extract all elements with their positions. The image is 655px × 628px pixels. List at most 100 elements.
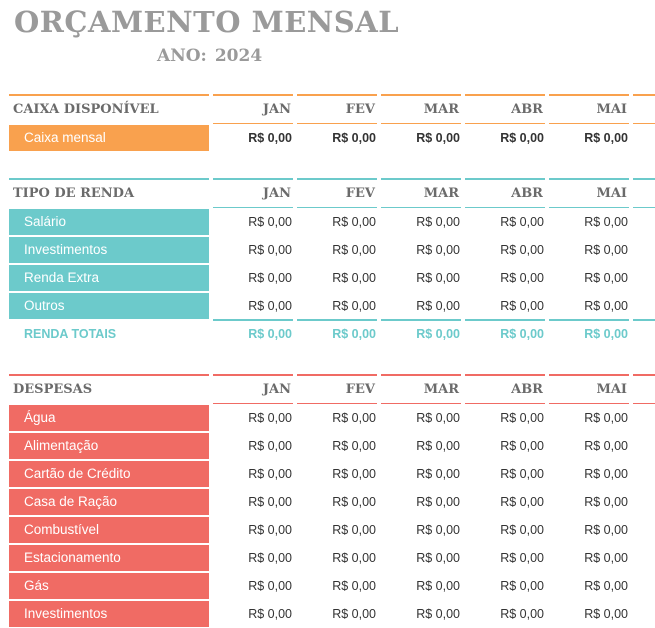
value-cell-fev[interactable]: R$ 0,00: [332, 551, 376, 565]
row-label[interactable]: Combustível: [9, 517, 209, 543]
value-cell-fev[interactable]: R$ 0,00: [332, 271, 376, 285]
value-cell-fev[interactable]: R$ 0,00: [332, 243, 376, 257]
header-underline: [297, 123, 377, 124]
total-rule: [633, 319, 655, 321]
value-cell-mai[interactable]: R$ 0,00: [584, 271, 628, 285]
value-cell-abr[interactable]: R$ 0,00: [500, 579, 544, 593]
value-cell-jan[interactable]: R$ 0,00: [248, 271, 292, 285]
value-cell-mar[interactable]: R$ 0,00: [416, 579, 460, 593]
value-cell-mar[interactable]: R$ 0,00: [416, 551, 460, 565]
value-cell-jan[interactable]: R$ 0,00: [248, 299, 292, 313]
value-cell-jan[interactable]: R$ 0,00: [248, 411, 292, 425]
value-cell-abr[interactable]: R$ 0,00: [500, 131, 544, 145]
value-cell-mai[interactable]: R$ 0,00: [584, 131, 628, 145]
section-top-rule: [213, 94, 293, 96]
value-cell-jan[interactable]: R$ 0,00: [248, 607, 292, 621]
row-label[interactable]: Cartão de Crédito: [9, 461, 209, 487]
value-cell-jan[interactable]: R$ 0,00: [248, 215, 292, 229]
row-label[interactable]: Alimentação: [9, 433, 209, 459]
section-top-rule: [9, 178, 209, 180]
value-cell-jan[interactable]: R$ 0,00: [248, 243, 292, 257]
section-title: TIPO DE RENDA: [13, 186, 135, 201]
row-label[interactable]: Caixa mensal: [9, 125, 209, 151]
row-label[interactable]: Investimentos: [9, 237, 209, 263]
value-cell-abr[interactable]: R$ 0,00: [500, 271, 544, 285]
value-cell-fev[interactable]: R$ 0,00: [332, 131, 376, 145]
section-top-rule: [297, 94, 377, 96]
value-cell-mai[interactable]: R$ 0,00: [584, 411, 628, 425]
value-cell-mai[interactable]: R$ 0,00: [584, 495, 628, 509]
header-underline: [549, 207, 629, 208]
value-cell-jan[interactable]: R$ 0,00: [248, 131, 292, 145]
value-cell-abr[interactable]: R$ 0,00: [500, 299, 544, 313]
value-cell-mar[interactable]: R$ 0,00: [416, 131, 460, 145]
header-underline: [465, 403, 545, 404]
month-header-fev: FEV: [345, 186, 375, 201]
header-underline: [213, 403, 293, 404]
month-header-mar: MAR: [423, 186, 459, 201]
header-row: TIPO DE RENDA JAN FEV MAR ABR MAI: [0, 180, 655, 208]
value-cell-mai[interactable]: R$ 0,00: [584, 467, 628, 481]
value-cell-mai[interactable]: R$ 0,00: [584, 551, 628, 565]
value-cell-mar[interactable]: R$ 0,00: [416, 467, 460, 481]
value-cell-abr[interactable]: R$ 0,00: [500, 215, 544, 229]
total-rule: [381, 319, 461, 321]
row-label[interactable]: Casa de Ração: [9, 489, 209, 515]
value-cell-abr[interactable]: R$ 0,00: [500, 439, 544, 453]
row-label[interactable]: Investimentos: [9, 601, 209, 627]
value-cell-mai[interactable]: R$ 0,00: [584, 299, 628, 313]
table-row: Combustível R$ 0,00 R$ 0,00 R$ 0,00 R$ 0,00 R…: [0, 516, 655, 544]
value-cell-mar[interactable]: R$ 0,00: [416, 495, 460, 509]
value-cell-mai[interactable]: R$ 0,00: [584, 607, 628, 621]
row-label[interactable]: Salário: [9, 209, 209, 235]
value-cell-fev[interactable]: R$ 0,00: [332, 579, 376, 593]
section-caixa-disponivel: CAIXA DISPONÍVEL JAN FEV MAR ABR MAI Caixa men…: [0, 94, 655, 152]
value-cell-mar[interactable]: R$ 0,00: [416, 215, 460, 229]
value-cell-fev[interactable]: R$ 0,00: [332, 495, 376, 509]
value-cell-fev[interactable]: R$ 0,00: [332, 467, 376, 481]
value-cell-jan[interactable]: R$ 0,00: [248, 551, 292, 565]
value-cell-mar[interactable]: R$ 0,00: [416, 523, 460, 537]
value-cell-abr[interactable]: R$ 0,00: [500, 607, 544, 621]
row-label[interactable]: Outros: [9, 293, 209, 319]
value-cell-fev[interactable]: R$ 0,00: [332, 607, 376, 621]
row-label[interactable]: Gás: [9, 573, 209, 599]
table-row: Cartão de Crédito R$ 0,00 R$ 0,00 R$ 0,00 R$…: [0, 460, 655, 488]
value-cell-abr[interactable]: R$ 0,00: [500, 495, 544, 509]
value-cell-mar[interactable]: R$ 0,00: [416, 439, 460, 453]
value-cell-fev[interactable]: R$ 0,00: [332, 299, 376, 313]
value-cell-fev[interactable]: R$ 0,00: [332, 411, 376, 425]
value-cell-fev[interactable]: R$ 0,00: [332, 439, 376, 453]
value-cell-mai[interactable]: R$ 0,00: [584, 523, 628, 537]
row-label[interactable]: Renda Extra: [9, 265, 209, 291]
value-cell-jan[interactable]: R$ 0,00: [248, 495, 292, 509]
value-cell-mar[interactable]: R$ 0,00: [416, 607, 460, 621]
value-cell-abr[interactable]: R$ 0,00: [500, 243, 544, 257]
value-cell-mar[interactable]: R$ 0,00: [416, 411, 460, 425]
month-header-jan: JAN: [262, 102, 291, 117]
value-cell-abr[interactable]: R$ 0,00: [500, 551, 544, 565]
value-cell-mar[interactable]: R$ 0,00: [416, 271, 460, 285]
value-cell-jan[interactable]: R$ 0,00: [248, 523, 292, 537]
total-rule: [549, 319, 629, 321]
value-cell-abr[interactable]: R$ 0,00: [500, 411, 544, 425]
value-cell-fev[interactable]: R$ 0,00: [332, 215, 376, 229]
value-cell-jan[interactable]: R$ 0,00: [248, 579, 292, 593]
value-cell-mai[interactable]: R$ 0,00: [584, 215, 628, 229]
table-row: Outros R$ 0,00 R$ 0,00 R$ 0,00 R$ 0,00 R$ 0,0…: [0, 292, 655, 320]
value-cell-jan[interactable]: R$ 0,00: [248, 467, 292, 481]
value-cell-mai[interactable]: R$ 0,00: [584, 243, 628, 257]
row-label[interactable]: Estacionamento: [9, 545, 209, 571]
value-cell-mar[interactable]: R$ 0,00: [416, 243, 460, 257]
value-cell-mai[interactable]: R$ 0,00: [584, 439, 628, 453]
table-row: Gás R$ 0,00 R$ 0,00 R$ 0,00 R$ 0,00 R$ 0,00: [0, 572, 655, 600]
value-cell-mar[interactable]: R$ 0,00: [416, 299, 460, 313]
header-row: DESPESAS JAN FEV MAR ABR MAI: [0, 376, 655, 404]
row-label[interactable]: Água: [9, 405, 209, 431]
value-cell-mai[interactable]: R$ 0,00: [584, 579, 628, 593]
value-cell-jan[interactable]: R$ 0,00: [248, 439, 292, 453]
year-value[interactable]: 2024: [214, 46, 263, 66]
value-cell-abr[interactable]: R$ 0,00: [500, 467, 544, 481]
value-cell-abr[interactable]: R$ 0,00: [500, 523, 544, 537]
value-cell-fev[interactable]: R$ 0,00: [332, 523, 376, 537]
